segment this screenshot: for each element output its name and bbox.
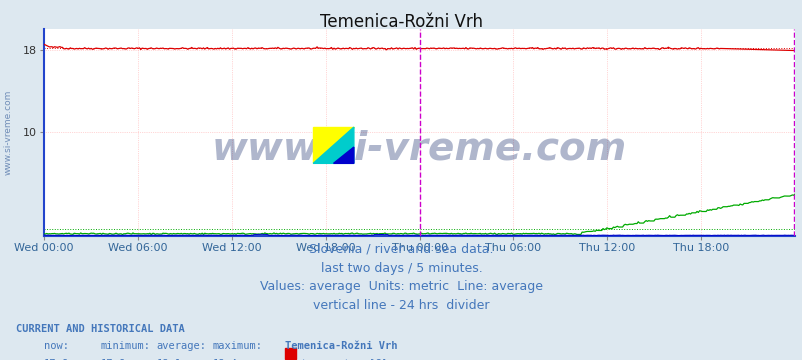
Text: Values: average  Units: metric  Line: average: Values: average Units: metric Line: aver…	[260, 280, 542, 293]
Text: 18.1: 18.1	[156, 359, 181, 360]
Text: vertical line - 24 hrs  divider: vertical line - 24 hrs divider	[313, 299, 489, 312]
Text: 18.4: 18.4	[213, 359, 237, 360]
Text: last two days / 5 minutes.: last two days / 5 minutes.	[320, 262, 482, 275]
Polygon shape	[313, 127, 354, 163]
Text: now:: now:	[44, 341, 69, 351]
Text: www.si-vreme.com: www.si-vreme.com	[3, 90, 13, 175]
Text: CURRENT AND HISTORICAL DATA: CURRENT AND HISTORICAL DATA	[16, 324, 184, 334]
Text: Temenica-Rožni Vrh: Temenica-Rožni Vrh	[320, 13, 482, 31]
Text: temperature[C]: temperature[C]	[300, 359, 387, 360]
Text: minimum:: minimum:	[100, 341, 150, 351]
Text: www.si-vreme.com: www.si-vreme.com	[212, 130, 626, 168]
Text: average:: average:	[156, 341, 206, 351]
Text: Slovenia / river and sea data.: Slovenia / river and sea data.	[309, 243, 493, 256]
Text: maximum:: maximum:	[213, 341, 262, 351]
Text: 17.6: 17.6	[44, 359, 69, 360]
Text: 17.6: 17.6	[100, 359, 125, 360]
Polygon shape	[333, 147, 354, 163]
Polygon shape	[313, 127, 354, 163]
Text: Temenica-Rožni Vrh: Temenica-Rožni Vrh	[285, 341, 397, 351]
